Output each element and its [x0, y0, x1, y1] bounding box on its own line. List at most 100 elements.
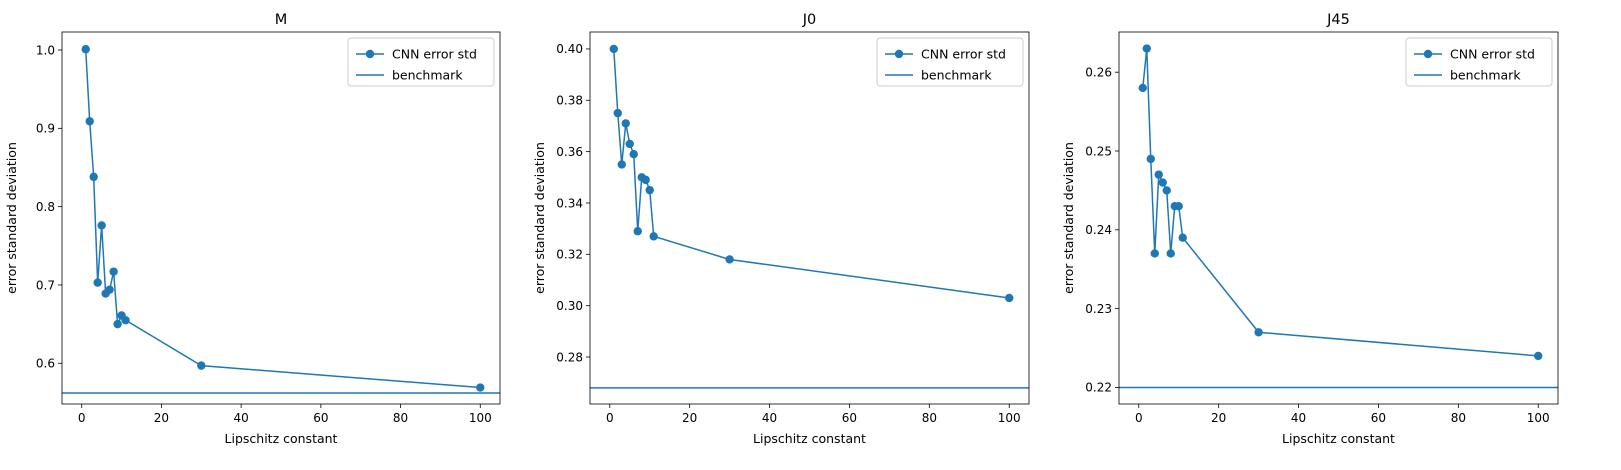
- data-point: [109, 267, 118, 276]
- y-tick-label: 0.34: [556, 196, 583, 210]
- chart-panel-0: 0 20 40 60 80 100 0.6 0.7 0.8 0.9 1.0 M Lipschitz co…: [4, 12, 501, 446]
- legend: CNN error std benchmark: [876, 37, 1024, 87]
- data-point: [1142, 44, 1151, 53]
- x-tick-label: 0: [1135, 411, 1143, 425]
- x-tick-label: 20: [154, 411, 169, 425]
- legend-label: benchmark: [1450, 68, 1521, 83]
- y-tick-label: 0.23: [1085, 302, 1112, 316]
- x-tick-label: 60: [842, 411, 857, 425]
- data-point: [613, 108, 622, 118]
- y-tick-label: 0.30: [556, 299, 583, 313]
- data-point: [93, 278, 102, 287]
- data-point: [1254, 328, 1263, 337]
- x-tick-label: 20: [1211, 411, 1226, 425]
- y-tick-label: 0.40: [556, 42, 583, 56]
- x-tick-label: 20: [682, 411, 697, 425]
- legend-marker: [365, 49, 375, 59]
- y-tick-label: 0.24: [1085, 223, 1112, 237]
- legend-label: CNN error std: [392, 47, 477, 62]
- data-point: [629, 150, 638, 159]
- data-point: [609, 44, 618, 54]
- x-tick-label: 60: [1371, 411, 1386, 425]
- data-point: [1178, 233, 1187, 242]
- legend: CNN error std benchmark: [1405, 37, 1553, 87]
- series-line-0: [84, 49, 481, 389]
- chart-title: J45: [1326, 12, 1350, 28]
- legend-label: CNN error std: [921, 47, 1006, 62]
- axes-frame: [589, 31, 1030, 405]
- data-point: [625, 139, 634, 149]
- data-point: [1138, 83, 1147, 93]
- data-point: [1162, 186, 1171, 195]
- y-tick-label: 0.32: [556, 248, 583, 262]
- data-point: [197, 361, 206, 370]
- y-tick-label: 0.36: [556, 145, 583, 159]
- chart-panel-1: 0 20 40 60 80 100 0.28 0.30 0.32 0.34 0.36 0.38 0.40…: [532, 12, 1030, 446]
- data-point: [1534, 351, 1543, 361]
- x-tick-label: 100: [1527, 411, 1550, 425]
- y-tick-label: 0.9: [36, 122, 55, 136]
- y-tick-label: 0.28: [556, 350, 583, 364]
- data-point: [81, 45, 90, 54]
- x-tick-label: 0: [78, 411, 86, 425]
- legend-label: benchmark: [921, 68, 992, 83]
- data-point: [1146, 154, 1155, 164]
- data-point: [105, 285, 114, 294]
- legend-box: [1405, 37, 1553, 87]
- x-tick-label: 60: [313, 411, 328, 425]
- x-tick-label: 0: [606, 411, 614, 425]
- x-tick-label: 80: [922, 411, 937, 425]
- data-point: [113, 319, 122, 329]
- data-point: [1166, 249, 1175, 258]
- x-tick-label: 80: [393, 411, 408, 425]
- data-point: [617, 160, 626, 169]
- data-point: [641, 175, 650, 185]
- data-point: [649, 232, 658, 241]
- data-point: [1150, 249, 1159, 258]
- x-axis-label: Lipschitz constant: [1282, 431, 1395, 446]
- chart-panel-2: 0 20 40 60 80 100 0.22 0.23 0.24 0.25 0.26 J45 Lipsc…: [1061, 12, 1559, 446]
- x-tick-label: 40: [234, 411, 249, 425]
- data-point: [621, 119, 630, 128]
- data-point: [1174, 201, 1183, 211]
- data-point: [725, 255, 734, 264]
- data-point: [633, 227, 642, 236]
- x-axis-label: Lipschitz constant: [225, 431, 338, 446]
- y-tick-label: 0.7: [36, 278, 55, 292]
- legend-label: benchmark: [392, 68, 463, 83]
- chart-title: M: [275, 12, 288, 28]
- y-axis-label: error standard deviation: [4, 142, 19, 294]
- legend-box: [347, 37, 495, 87]
- data-point: [476, 383, 485, 392]
- data-point: [1005, 293, 1014, 303]
- legend-marker: [1423, 49, 1433, 59]
- data-point: [1158, 178, 1167, 187]
- legend: CNN error std benchmark: [347, 37, 495, 87]
- data-point: [89, 172, 98, 182]
- legend-marker: [894, 49, 904, 59]
- y-tick-label: 0.38: [556, 94, 583, 108]
- x-tick-label: 40: [762, 411, 777, 425]
- data-point: [121, 316, 130, 325]
- y-tick-label: 0.8: [36, 200, 55, 214]
- y-axis-label: error standard deviation: [1061, 142, 1076, 294]
- data-point: [85, 117, 94, 126]
- x-tick-label: 80: [1451, 411, 1466, 425]
- x-tick-label: 40: [1291, 411, 1306, 425]
- x-tick-label: 100: [469, 411, 492, 425]
- data-point: [1154, 170, 1163, 179]
- chart-title: J0: [802, 12, 817, 28]
- x-tick-label: 100: [998, 411, 1021, 425]
- y-axis-label: error standard deviation: [532, 142, 547, 294]
- data-point: [97, 221, 106, 230]
- y-tick-label: 0.25: [1085, 144, 1112, 158]
- axes-frame: [61, 31, 501, 405]
- axes-frame: [1118, 31, 1559, 405]
- y-tick-label: 0.26: [1085, 65, 1112, 79]
- y-tick-label: 0.6: [36, 357, 55, 371]
- y-tick-label: 0.22: [1085, 381, 1112, 395]
- data-point: [645, 185, 654, 195]
- legend-box: [876, 37, 1024, 87]
- x-axis-label: Lipschitz constant: [753, 431, 866, 446]
